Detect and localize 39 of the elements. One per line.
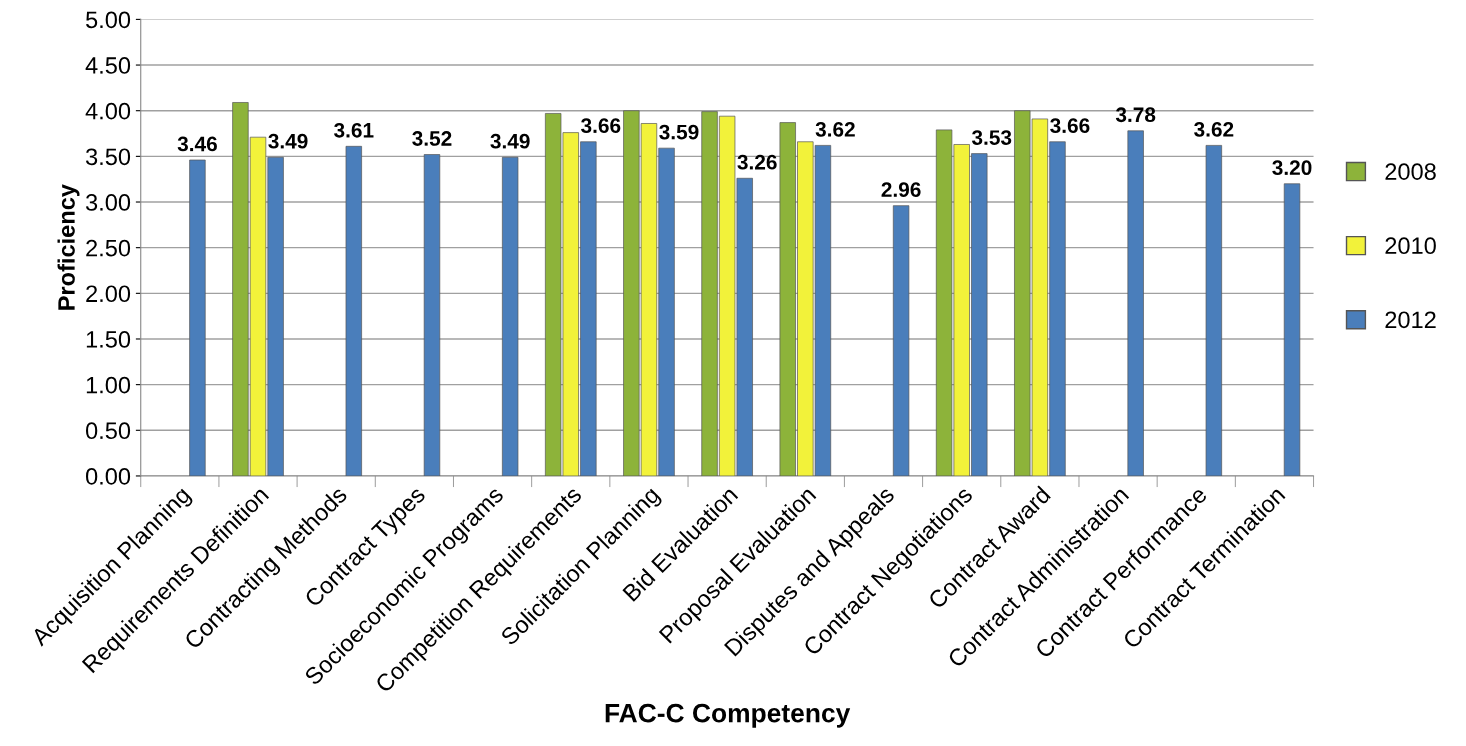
y-tick-label: 1.50	[86, 331, 131, 348]
bar	[423, 154, 441, 476]
data-label: 3.59	[659, 124, 699, 140]
bar	[502, 156, 519, 476]
y-tick-label: 2.50	[86, 239, 131, 257]
y-tick-label: 0.00	[85, 468, 131, 485]
y-tick-label: 1.00	[86, 376, 131, 394]
x-axis-title: FAC-C Competency	[605, 703, 851, 728]
y-tick-label: 4.50	[85, 57, 131, 74]
data-label: 3.62	[1194, 121, 1234, 137]
data-label: 2.96	[881, 182, 921, 197]
data-label: 3.20	[1272, 160, 1312, 176]
y-tick-label: 4.00	[85, 102, 131, 120]
y-tick-label: 5.00	[86, 11, 131, 29]
legend-label: 2010	[1385, 237, 1436, 255]
data-label: 3.66	[1050, 118, 1090, 134]
data-label: 3.49	[268, 133, 308, 149]
y-tick-label: 2.00	[86, 285, 131, 303]
bar	[1283, 183, 1301, 476]
data-label: 3.66	[581, 118, 621, 134]
data-label: 3.78	[1115, 107, 1156, 123]
y-tick-label: 3.00	[85, 194, 131, 211]
data-label: 3.52	[412, 131, 452, 146]
data-label: 3.53	[971, 130, 1012, 145]
y-axis-title: Proficiency	[57, 184, 80, 310]
legend-label: 2008	[1385, 163, 1436, 180]
bar	[1127, 130, 1144, 476]
bar	[189, 159, 206, 476]
bar	[1205, 145, 1223, 476]
y-tick-label: 0.50	[85, 422, 131, 440]
bar	[345, 145, 362, 476]
data-label: 3.62	[815, 121, 855, 137]
y-tick-label: 3.50	[85, 148, 131, 166]
data-label: 3.46	[177, 136, 217, 152]
data-label: 3.26	[737, 154, 777, 170]
legend-label: 2012	[1385, 311, 1436, 329]
data-label: 3.61	[334, 122, 374, 138]
data-label: 3.49	[490, 133, 530, 149]
bar	[892, 205, 910, 476]
